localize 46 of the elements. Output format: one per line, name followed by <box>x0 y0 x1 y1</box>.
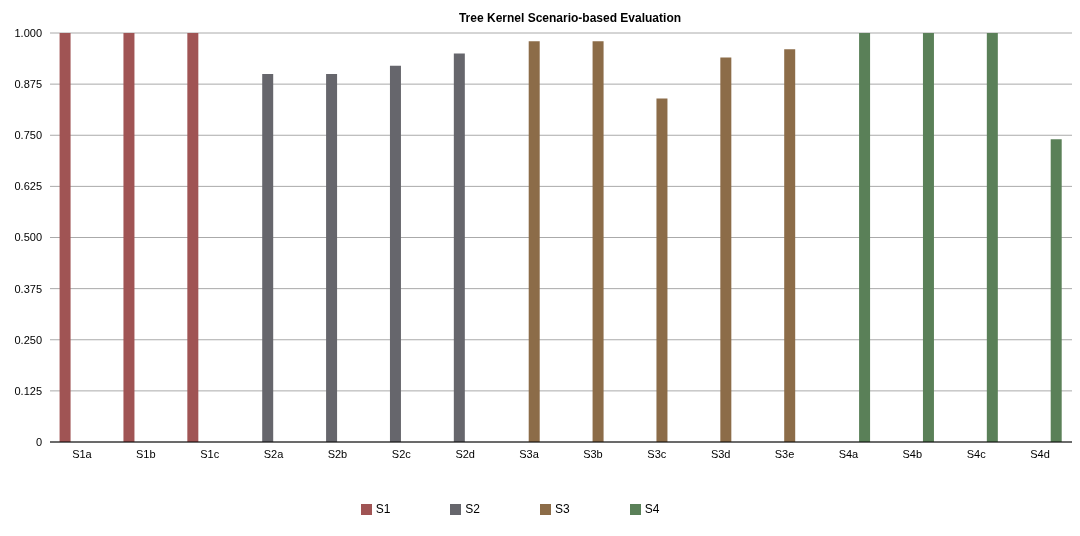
y-tick-label: 0 <box>35 435 42 448</box>
x-tick-label: S4b <box>902 447 923 460</box>
bar <box>784 49 796 442</box>
x-tick-label: S1c <box>200 447 220 460</box>
x-tick-label: S2b <box>327 447 348 460</box>
legend-label: S4 <box>644 502 660 516</box>
bar <box>123 33 135 442</box>
y-tick-label: 0.250 <box>14 333 42 346</box>
x-tick-label: S3c <box>647 447 667 460</box>
legend-label: S1 <box>375 502 391 516</box>
bar <box>389 65 401 442</box>
y-tick-label: 1.000 <box>14 26 42 39</box>
x-tick-label: S2d <box>455 447 475 460</box>
bar <box>187 33 199 442</box>
y-tick-label: 0.500 <box>14 231 42 244</box>
y-tick-label: 0.875 <box>14 78 42 91</box>
bar <box>922 33 934 442</box>
bar <box>262 73 274 442</box>
bar <box>453 53 465 442</box>
x-tick-label: S1b <box>136 447 156 460</box>
bar <box>720 57 732 442</box>
chart-title: Tree Kernel Scenario-based Evaluation <box>457 10 683 27</box>
x-tick-label: S3b <box>583 447 603 460</box>
x-tick-label: S4d <box>1030 447 1050 460</box>
y-tick-label: 0.625 <box>14 180 42 193</box>
bar <box>1050 139 1062 442</box>
y-tick-label: 0.125 <box>14 384 42 397</box>
x-tick-label: S4c <box>966 447 987 460</box>
bar <box>528 41 540 442</box>
legend-label: S3 <box>555 502 570 516</box>
x-tick-label: S1a <box>72 447 93 460</box>
bar <box>592 41 604 442</box>
y-tick-label: 0.750 <box>14 129 42 142</box>
bar <box>326 73 338 442</box>
x-tick-label: S4a <box>838 447 860 460</box>
legend-label: S2 <box>465 502 480 516</box>
x-tick-label: S3d <box>710 447 731 460</box>
bar <box>59 33 71 442</box>
y-tick-label: 0.375 <box>14 282 42 295</box>
x-tick-label: S2a <box>263 447 285 460</box>
x-tick-label: S3a <box>519 447 540 460</box>
bar <box>656 98 668 442</box>
x-tick-label: S2c <box>391 447 412 460</box>
x-tick-label: S3e <box>774 447 795 460</box>
bar <box>859 33 871 442</box>
bar <box>986 33 998 442</box>
